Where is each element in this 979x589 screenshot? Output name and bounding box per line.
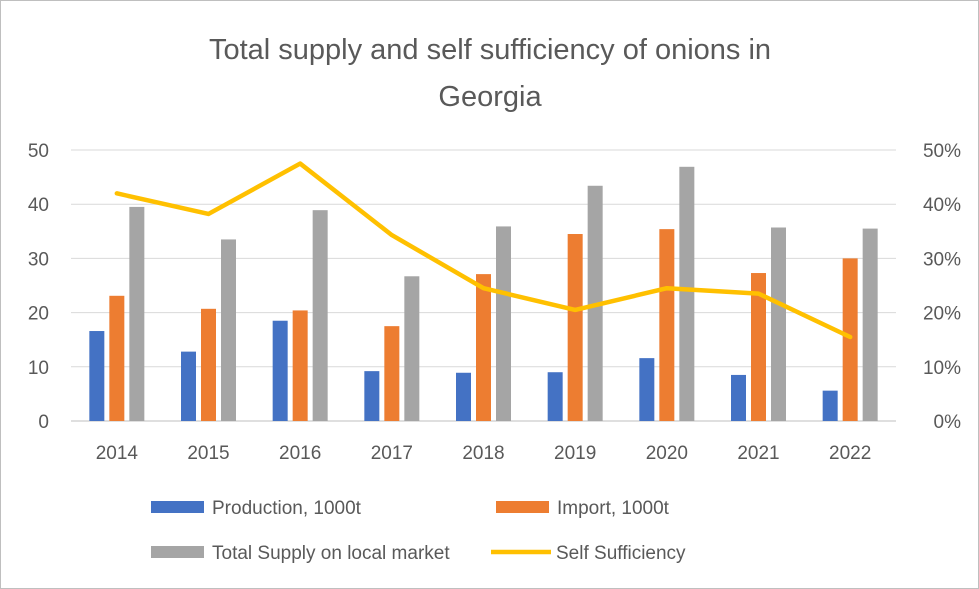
x-tick-label: 2021 (737, 443, 779, 464)
bar-import-1000t-2017 (384, 326, 400, 421)
bar-production-1000t-2015 (181, 351, 196, 421)
left-tick-label: 30 (28, 249, 49, 270)
legend: Production, 1000t Import, 1000t Total Supp… (151, 498, 686, 564)
left-tick-label: 50 (28, 141, 49, 162)
left-tick-label: 0 (38, 412, 49, 433)
bar-import-1000t-2016 (292, 310, 308, 421)
x-tick-label: 2016 (279, 443, 321, 464)
bar-total-supply-on-local-market-2021 (771, 227, 786, 421)
bar-total-supply-on-local-market-2015 (221, 239, 236, 421)
bar-import-1000t-2022 (842, 258, 858, 421)
x-tick-label: 2019 (554, 443, 596, 464)
bar-production-1000t-2016 (272, 320, 288, 421)
x-tick-label: 2017 (371, 443, 413, 464)
bar-total-supply-on-local-market-2018 (496, 226, 511, 421)
left-axis-labels: 0 10 20 30 40 50 (28, 141, 49, 433)
right-tick-label: 0% (934, 412, 962, 433)
right-axis-labels: 0% 10% 20% 30% 40% 50% (923, 141, 961, 433)
chart-title: Total supply and self sufficiency of oni… (209, 34, 771, 113)
left-tick-label: 20 (28, 304, 49, 325)
bar-production-1000t-2014 (89, 331, 105, 421)
bar-total-supply-on-local-market-2022 (862, 228, 878, 421)
right-tick-label: 50% (923, 141, 961, 162)
legend-item: Self Sufficiency (491, 543, 686, 564)
legend-swatch (151, 501, 204, 513)
right-tick-label: 10% (923, 358, 961, 379)
legend-label: Production, 1000t (212, 498, 362, 519)
bar-total-supply-on-local-market-2020 (679, 166, 695, 421)
x-tick-label: 2022 (829, 443, 871, 464)
x-axis-labels: 2014 2015 2016 2017 2018 2019 2020 2021 2022 (96, 443, 872, 464)
right-tick-label: 20% (923, 304, 961, 325)
bar-import-1000t-2021 (751, 273, 766, 421)
x-tick-label: 2015 (187, 443, 229, 464)
x-tick-label: 2018 (462, 443, 504, 464)
bar-import-1000t-2015 (201, 308, 216, 421)
left-tick-label: 10 (28, 358, 49, 379)
right-tick-label: 30% (923, 249, 961, 270)
bar-production-1000t-2017 (364, 371, 380, 421)
x-tick-label: 2020 (646, 443, 688, 464)
legend-item: Total Supply on local market (151, 543, 450, 564)
bar-production-1000t-2019 (547, 372, 563, 421)
bar-production-1000t-2021 (731, 374, 746, 421)
bar-import-1000t-2019 (567, 234, 583, 421)
chart-title-line-1: Total supply and self sufficiency of oni… (209, 34, 771, 66)
bar-import-1000t-2018 (476, 274, 491, 421)
x-tick-label: 2014 (96, 443, 139, 464)
line-series (114, 161, 853, 340)
bar-total-supply-on-local-market-2017 (404, 276, 420, 421)
legend-label: Self Sufficiency (556, 543, 686, 564)
chart-title-line-2: Georgia (438, 81, 542, 113)
bar-production-1000t-2022 (822, 390, 838, 421)
legend-swatch (151, 546, 204, 558)
legend-label: Import, 1000t (557, 498, 670, 519)
legend-item: Production, 1000t (151, 498, 362, 519)
bar-total-supply-on-local-market-2016 (312, 210, 328, 421)
line-self-sufficiency (114, 161, 853, 340)
right-tick-label: 40% (923, 195, 961, 216)
legend-label: Total Supply on local market (212, 543, 450, 564)
bar-import-1000t-2014 (109, 295, 125, 421)
bar-total-supply-on-local-market-2014 (129, 206, 145, 421)
legend-item: Import, 1000t (496, 498, 670, 519)
bar-production-1000t-2020 (639, 358, 655, 421)
left-tick-label: 40 (28, 195, 49, 216)
bar-import-1000t-2020 (659, 229, 675, 421)
bar-production-1000t-2018 (456, 372, 471, 421)
bar-series (89, 166, 878, 421)
legend-swatch (496, 501, 549, 513)
